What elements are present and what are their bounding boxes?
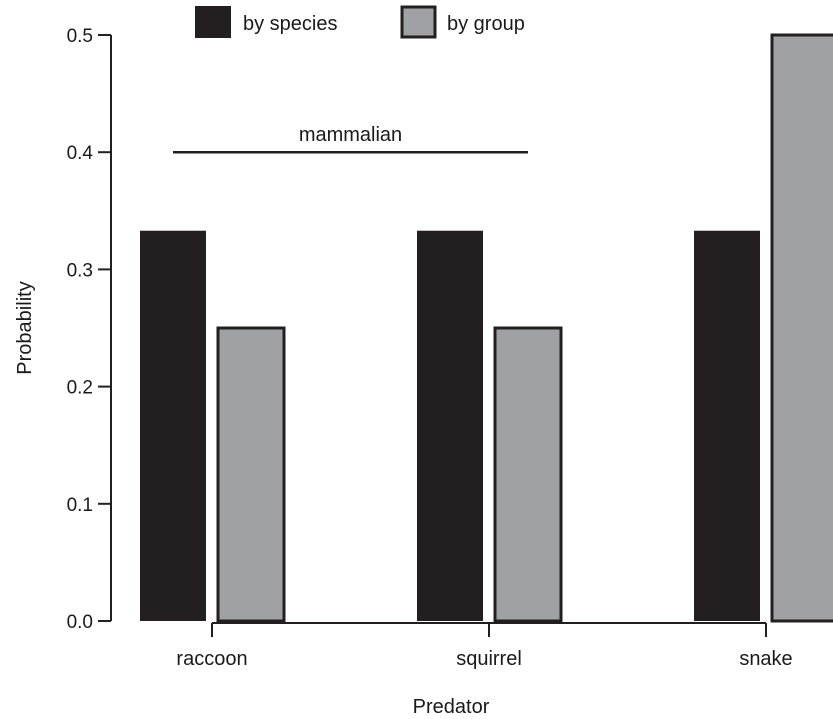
legend-swatch-by-group bbox=[400, 5, 437, 39]
annotation-label: mammalian bbox=[299, 124, 402, 146]
bar-by-group-squirrel bbox=[493, 326, 563, 623]
y-tick-label: 0.1 bbox=[67, 495, 93, 516]
bars-layer bbox=[140, 33, 833, 623]
bar-by-group-snake bbox=[770, 33, 833, 623]
bar-by-species-raccoon bbox=[140, 230, 206, 621]
legend-label-by-species: by species bbox=[243, 13, 338, 35]
bar-by-species-snake bbox=[694, 230, 760, 621]
y-tick-label: 0.3 bbox=[67, 260, 93, 281]
y-tick-label: 0.0 bbox=[67, 612, 93, 633]
legend: by species by group bbox=[195, 5, 525, 39]
annotation-layer: mammalian bbox=[173, 124, 528, 154]
x-axis-title: Predator bbox=[413, 696, 490, 718]
x-tick-label-squirrel: squirrel bbox=[456, 648, 522, 670]
y-axis-title: Probability bbox=[14, 281, 36, 374]
legend-swatch-by-species bbox=[195, 6, 231, 38]
y-tick-label: 0.4 bbox=[67, 143, 94, 164]
y-tick-label: 0.2 bbox=[67, 378, 93, 399]
legend-label-by-group: by group bbox=[447, 13, 525, 35]
x-tick-label-raccoon: raccoon bbox=[176, 648, 247, 670]
bar-by-species-squirrel bbox=[417, 230, 483, 621]
axes-layer: 0.0 0.1 0.2 0.3 0.4 0.5 raccoon squirrel snake bbox=[67, 26, 793, 670]
x-tick-label-snake: snake bbox=[739, 648, 792, 670]
y-tick-label: 0.5 bbox=[67, 26, 93, 47]
bar-by-group-raccoon bbox=[216, 326, 286, 623]
